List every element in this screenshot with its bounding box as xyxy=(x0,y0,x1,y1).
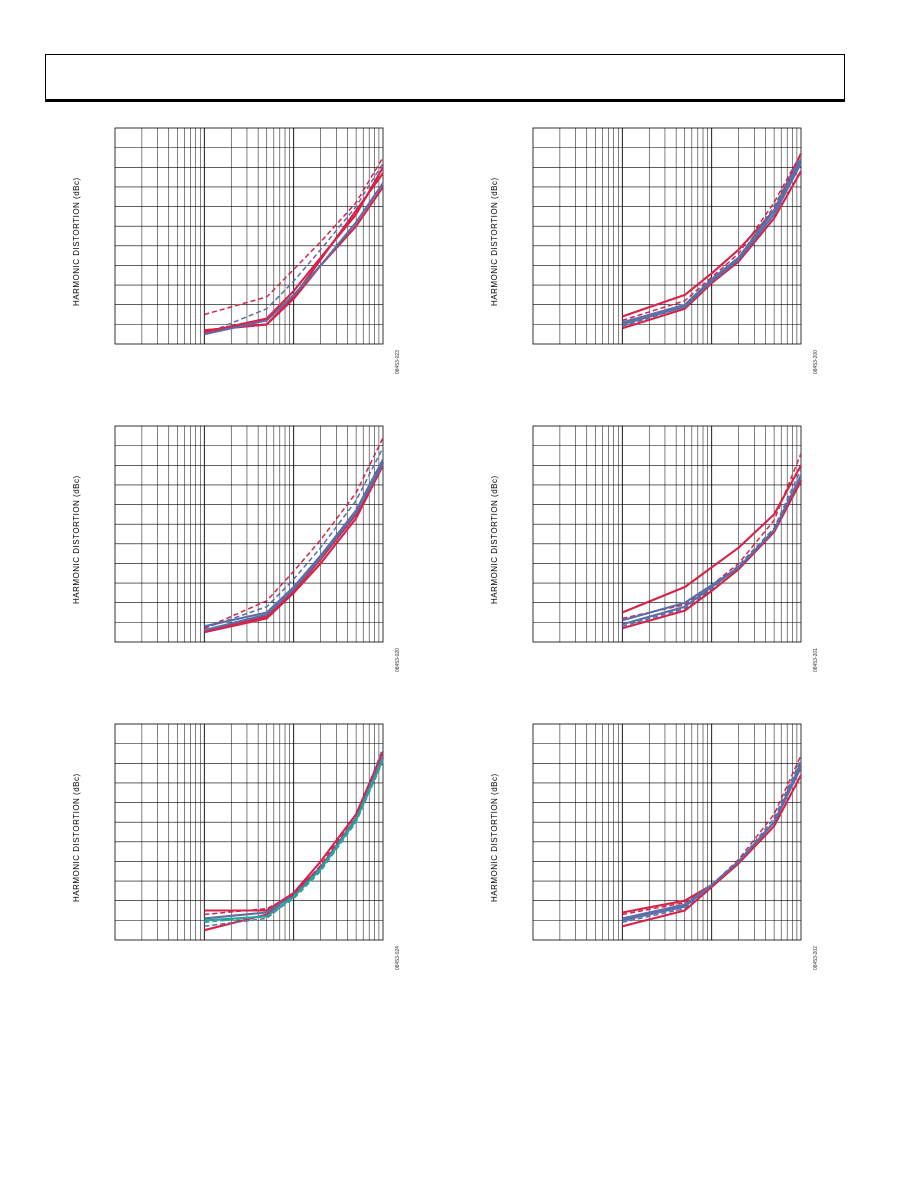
series-line-4 xyxy=(622,758,802,924)
y-axis-label: HARMONIC DISTORTION (dBc) xyxy=(72,475,81,604)
series-line-1 xyxy=(204,464,384,634)
plot-frame xyxy=(114,127,384,345)
chart-panel-middle-right: HARMONIC DISTORTION (dBc) 08453-201 xyxy=(488,418,819,688)
series-line-6 xyxy=(622,762,802,922)
plot-frame xyxy=(532,425,802,643)
series-line-5 xyxy=(622,480,802,630)
figure-id: 08453-201 xyxy=(813,648,819,672)
chart-svg xyxy=(532,723,802,941)
chart-svg xyxy=(532,127,802,345)
chart-panel-bottom-left: HARMONIC DISTORTION (dBc) 08453-024 xyxy=(70,716,401,986)
series-line-3 xyxy=(204,182,384,336)
chart-svg xyxy=(114,127,384,345)
chart-panel-top-right: HARMONIC DISTORTION (dBc) 08453-200 xyxy=(488,120,819,390)
y-axis-label: HARMONIC DISTORTION (dBc) xyxy=(72,773,81,902)
series-line-7 xyxy=(204,760,384,924)
figure-id: 08453-200 xyxy=(813,350,819,374)
series-line-5 xyxy=(204,157,384,316)
series-line-5 xyxy=(621,170,802,330)
figure-id: 08453-020 xyxy=(395,648,401,672)
chart-svg xyxy=(114,425,384,643)
figure-id: 08453-024 xyxy=(395,946,401,970)
chart-panel-top-left: HARMONIC DISTORTION (dBc) 08453-023 xyxy=(70,120,401,390)
chart-panel-middle-left: HARMONIC DISTORTION (dBc) 08453-020 xyxy=(70,418,401,688)
y-axis-label: HARMONIC DISTORTION (dBc) xyxy=(490,177,499,306)
plot-frame xyxy=(114,723,384,941)
series-line-1 xyxy=(621,464,802,614)
series-line-3 xyxy=(204,462,384,632)
series-line-6 xyxy=(204,166,384,334)
series-line-3 xyxy=(622,158,802,324)
series-line-2 xyxy=(622,453,802,620)
series-line-2 xyxy=(204,172,384,332)
series-line-2 xyxy=(622,153,802,322)
y-axis-label: HARMONIC DISTORTION (dBc) xyxy=(490,773,499,902)
y-axis-label: HARMONIC DISTORTION (dBc) xyxy=(72,177,81,306)
series-line-5 xyxy=(203,437,384,629)
series-line-6 xyxy=(204,458,384,628)
chart-svg xyxy=(114,723,384,941)
page-header-box xyxy=(45,54,845,102)
y-axis-label: HARMONIC DISTORTION (dBc) xyxy=(490,475,499,604)
series-line-4 xyxy=(204,162,384,335)
chart-svg xyxy=(532,425,802,643)
series-line-6 xyxy=(622,474,802,626)
series-line-6 xyxy=(622,162,802,326)
series-line-5 xyxy=(204,751,384,916)
figure-id: 08453-023 xyxy=(395,350,401,374)
series-line-5 xyxy=(622,774,802,928)
chart-panel-bottom-right: HARMONIC DISTORTION (dBc) 08453-202 xyxy=(488,716,819,986)
series-line-4 xyxy=(204,747,384,928)
figure-id: 08453-202 xyxy=(813,946,819,970)
